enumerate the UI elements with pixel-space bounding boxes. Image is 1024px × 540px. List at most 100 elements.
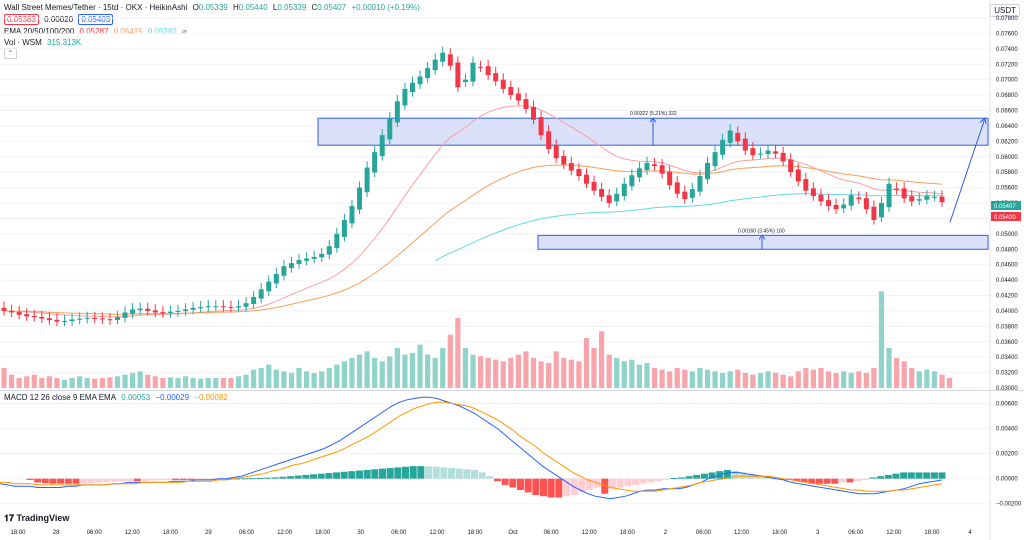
volume-bar (697, 368, 703, 388)
volume-bar (667, 371, 673, 388)
volume-bar (69, 378, 75, 388)
time-tick-label: 12:00 (277, 530, 293, 536)
macd-histogram-bar (624, 478, 632, 487)
macd-tick-label: −0.00200 (996, 502, 1022, 508)
candle-body (114, 317, 120, 320)
macd-histogram-bar (448, 468, 456, 479)
candle-body (826, 200, 832, 207)
macd-histogram-bar (49, 478, 57, 484)
candle-body (931, 196, 937, 198)
vol-label[interactable]: Vol · WSM (4, 38, 42, 47)
candle-body (568, 162, 574, 171)
volume-bar (190, 378, 196, 388)
volume-bar (735, 369, 741, 388)
macd-label[interactable]: MACD 12 26 close 9 EMA EMA (4, 393, 117, 402)
candle-body (818, 194, 824, 202)
price-chart[interactable]: 0.07800 0.07600 0.07400 0.07200 0.07000 0.068… (0, 0, 1024, 390)
volume-bar (440, 348, 446, 388)
volume-bar (107, 377, 113, 388)
candle-body (122, 312, 128, 318)
ema-value-2: 0.05415 (113, 27, 143, 36)
volume-bar (228, 378, 234, 388)
candle-body (273, 273, 279, 284)
macd-histogram-bar (440, 467, 448, 479)
candle-body (160, 312, 166, 314)
macd-legend: MACD 12 26 close 9 EMA EMA 0.00053 −0.00… (4, 392, 231, 403)
candle-body (39, 316, 45, 319)
price-tick-label: 0.03600 (996, 340, 1018, 346)
candle-body (236, 306, 241, 308)
candle-body (470, 62, 476, 82)
collapse-legend-icon[interactable]: ⌃ (4, 48, 20, 59)
candle-body (62, 320, 68, 322)
tradingview-logo-text: TradingView (16, 513, 70, 523)
price-tick-label: 0.05800 (996, 170, 1018, 176)
macd-histogram-bar (279, 476, 287, 479)
price-range-zone (537, 234, 989, 250)
volume-bar (825, 371, 832, 388)
candle-body (553, 145, 559, 159)
volume-bar (561, 358, 567, 388)
candle-body (281, 266, 287, 276)
volume-bar (742, 373, 748, 388)
macd-histogram-bar (302, 474, 310, 479)
macd-histogram-bar (103, 478, 111, 483)
macd-histogram-bar (700, 473, 708, 479)
time-tick-label: 06:00 (391, 530, 407, 536)
bid-ask-legend: 0.05383 0.00020 0.05403 (4, 14, 116, 25)
volume-bar (939, 374, 945, 388)
macd-histogram-bar (815, 478, 823, 484)
volume-bar (364, 351, 370, 388)
volume-bar (530, 358, 537, 388)
candle-body (394, 101, 400, 123)
ohlc-low: 0.05339 (277, 3, 307, 12)
volume-bar (372, 358, 378, 388)
volume-bar (568, 359, 574, 388)
volume-bar (856, 371, 862, 388)
macd-histogram-bar (823, 478, 831, 484)
ema-label[interactable]: EMA 20/50/100/200 (4, 27, 75, 36)
volume-bar (780, 374, 786, 388)
macd-histogram-bar (80, 478, 88, 484)
volume-bar (894, 358, 900, 388)
candle-body (24, 314, 30, 317)
macd-histogram-bar (310, 474, 318, 479)
candle-body (735, 132, 741, 142)
symbol-legend: Wall Street Memes/Tether · 15td · OKX · … (4, 2, 423, 13)
macd-tick-label: 0.00600 (996, 402, 1018, 408)
volume-bar (772, 373, 779, 388)
macd-histogram-bar (892, 473, 900, 479)
macd-histogram-bar (87, 478, 95, 484)
vol-legend: Vol · WSM 315.313K (4, 37, 84, 48)
price-level-tag (991, 212, 1021, 221)
macd-histogram-bar (317, 473, 325, 479)
price-tick-label: 0.07400 (996, 47, 1018, 53)
macd-chart[interactable]: 0.00600 0.00400 0.00200 0.00000 −0.00200 18:0… (0, 390, 1024, 540)
bid-price[interactable]: 0.05383 (4, 14, 39, 25)
tradingview-logo[interactable]: 𝟏𝟕 TradingView (4, 513, 69, 524)
candle-body (341, 219, 347, 237)
macd-histogram-bar (501, 478, 509, 485)
candle-body (508, 86, 514, 96)
currency-button[interactable]: USDT (990, 4, 1020, 17)
volume-bar (576, 361, 582, 388)
ask-price[interactable]: 0.05403 (78, 14, 114, 25)
candle-body (674, 182, 680, 194)
time-tick-label: 18:00 (163, 530, 179, 536)
volume-bar (303, 371, 310, 388)
candle-body (243, 303, 249, 307)
ohlc-high: 0.05440 (238, 3, 268, 12)
volume-bar (16, 378, 22, 388)
candle-body (924, 196, 930, 200)
volume-bar (810, 369, 817, 388)
candle-body (228, 306, 234, 308)
macd-histogram-bar (739, 472, 747, 479)
candle-body (364, 167, 370, 193)
symbol-title[interactable]: Wall Street Memes/Tether · 15td · OKX · … (4, 3, 188, 12)
macd-histogram-bar (95, 478, 103, 483)
candle-body (591, 181, 597, 191)
settings-icon[interactable]: ⌀ (181, 27, 187, 36)
time-tick-label: 4 (968, 530, 972, 536)
candle-body (500, 79, 506, 89)
candle-body (810, 188, 816, 197)
